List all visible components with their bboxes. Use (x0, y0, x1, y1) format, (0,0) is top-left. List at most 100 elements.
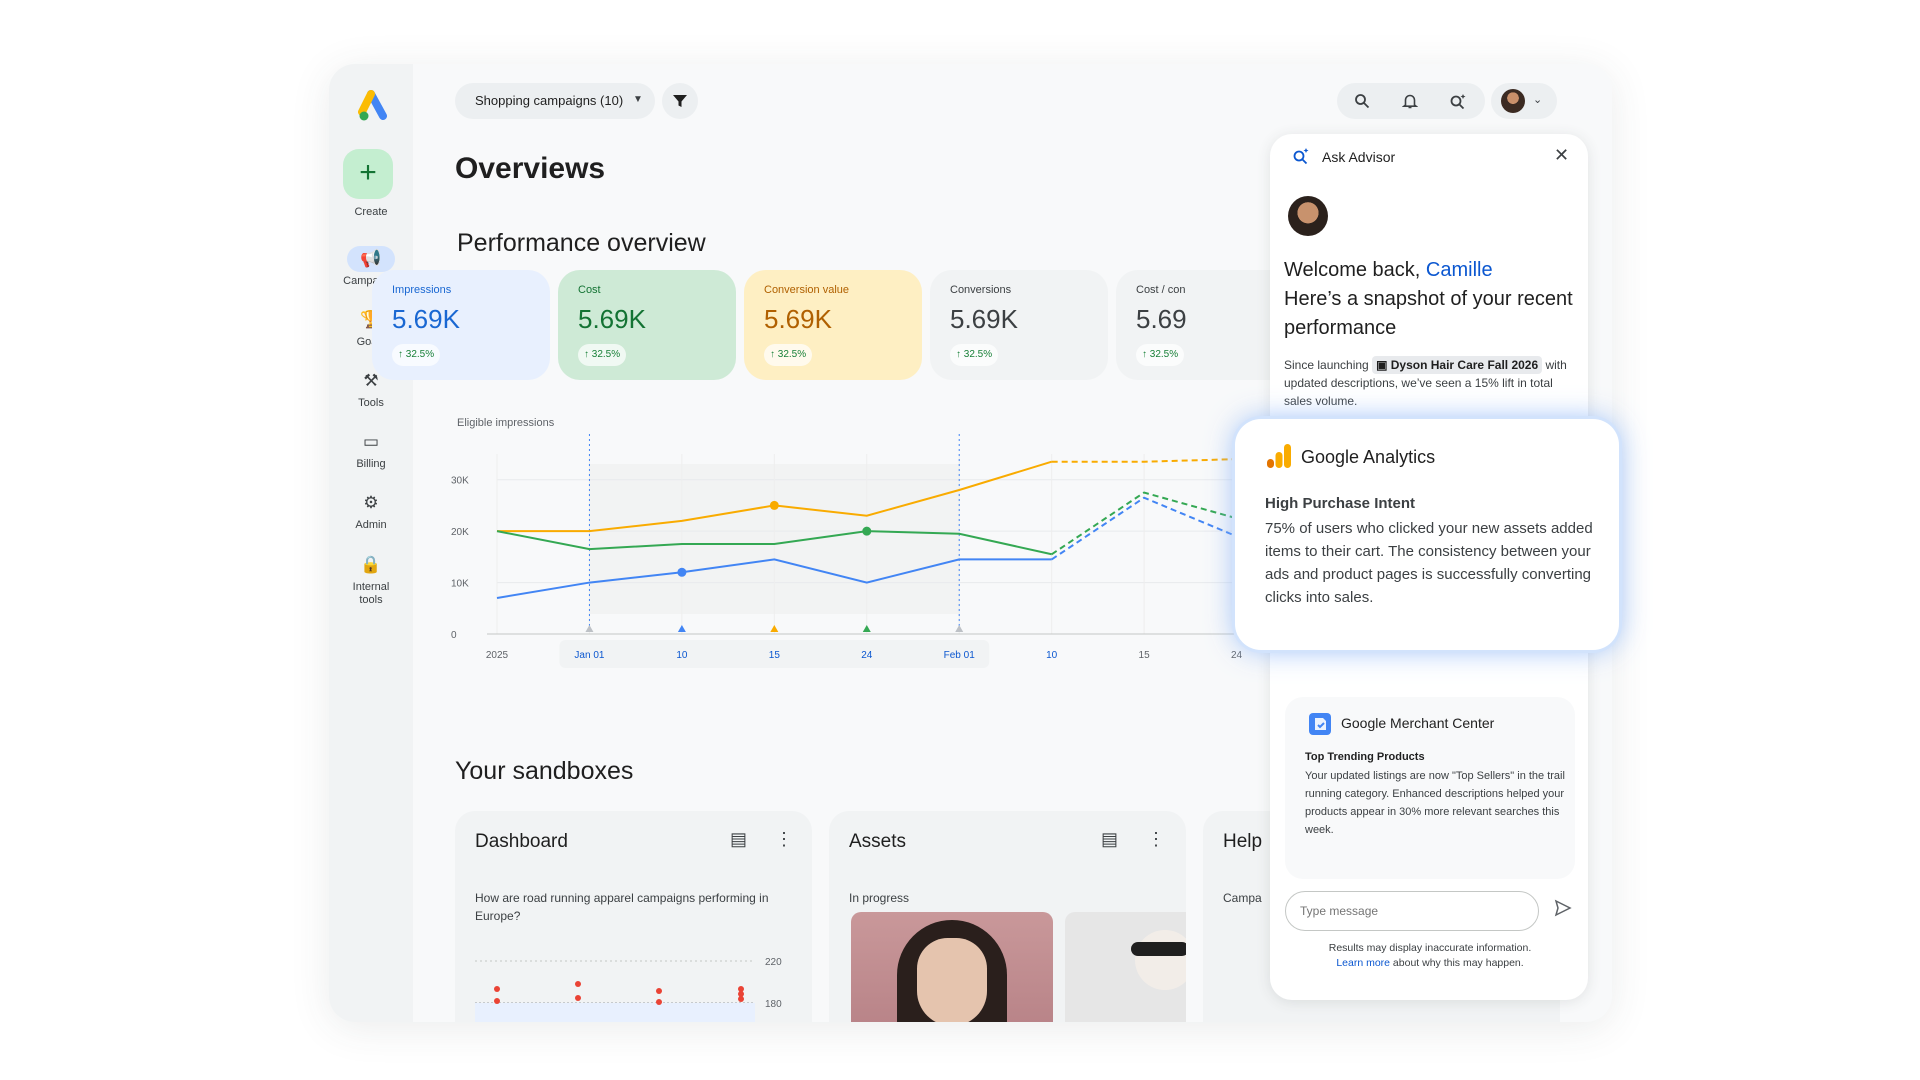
kpi-card-conversion-value[interactable]: Conversion value 5.69K ↑ 32.5% (744, 270, 922, 380)
sandboxes-title: Your sandboxes (455, 757, 634, 785)
sparkle-search-icon (1292, 147, 1310, 170)
page-title: Overviews (455, 152, 606, 185)
kpi-label: Impressions (392, 284, 452, 296)
since-suffix: with updated descriptions, we’ve seen a … (1284, 358, 1567, 408)
rail-item-admin[interactable]: ⚙ Admin (329, 490, 413, 531)
mini-point (738, 991, 744, 997)
chart-event-marker (862, 625, 871, 632)
sandbox-title: Dashboard (475, 831, 568, 852)
send-icon[interactable] (1554, 899, 1572, 922)
navigation-rail: + Create 📢 Campaigns 🏆 Goals ⚒ Tools ▭ B… (329, 64, 413, 1022)
chart-event-marker (955, 625, 964, 632)
asset-image-portrait[interactable] (851, 912, 1053, 1022)
tools-icon: ⚒ (363, 371, 379, 390)
chart-series-line-forecast (1051, 496, 1330, 561)
kpi-card-cost[interactable]: Cost 5.69K ↑ 32.5% (558, 270, 736, 380)
sandbox-card-assets[interactable]: Assets ▤ ⋮ In progress (829, 811, 1186, 1022)
sandbox-title: Help (1223, 831, 1263, 852)
chart-x-tick-label: 15 (769, 650, 781, 661)
close-icon[interactable]: ✕ (1554, 145, 1570, 165)
megaphone-icon: 📢 (347, 246, 395, 272)
advisor-title: Ask Advisor (1322, 149, 1396, 165)
chart-x-tick-label: 10 (1046, 650, 1058, 661)
rail-item-label: Billing (356, 458, 386, 470)
chart-series-line (496, 558, 1052, 599)
google-analytics-logo (1267, 444, 1291, 468)
sandbox-subtitle: How are road running apparel campaigns p… (475, 891, 769, 923)
rail-item-tools[interactable]: ⚒ Tools (329, 368, 413, 409)
disclaimer-text: Results may display inaccurate informati… (1285, 941, 1575, 971)
chart-data-point (862, 526, 872, 536)
merchant-center-heading: Top Trending Products (1305, 751, 1425, 763)
kpi-value: 5.69K (950, 304, 1018, 334)
kpi-value: 5.69K (392, 304, 460, 334)
mini-point (494, 986, 500, 992)
user-name: Camille (1425, 259, 1493, 281)
asset-image-sunglasses[interactable] (1065, 912, 1186, 1022)
campaign-filter-dropdown[interactable]: Shopping campaigns (10) ▼ (455, 83, 655, 119)
merchant-center-name: Google Merchant Center (1341, 715, 1495, 731)
create-button[interactable]: + (343, 149, 393, 199)
kpi-value: 5.69K (764, 304, 832, 334)
kpi-card-cost-per-conversion[interactable]: Cost / con 5.69 ↑ 32.5% (1116, 270, 1294, 380)
kpi-change-badge: ↑ 32.5% (764, 344, 813, 366)
bell-icon[interactable] (1387, 83, 1433, 119)
gear-icon: ⚙ (363, 493, 379, 512)
chart-x-tick-label: 10 (676, 650, 688, 661)
chart-data-point (769, 500, 779, 510)
chart-series-line (496, 530, 1052, 556)
chart-y-tick-label: 20K (451, 527, 469, 538)
rail-item-label: Admin (355, 519, 387, 531)
mini-point (494, 998, 500, 1004)
rail-item-internal-tools[interactable]: 🔒 Internal tools (329, 552, 413, 607)
top-actions-group (1337, 83, 1485, 119)
kpi-card-impressions[interactable]: Impressions 5.69K ↑ 32.5% (372, 270, 550, 380)
mini-point (738, 996, 744, 1002)
campaign-chip[interactable]: ▣ Dyson Hair Care Fall 2026 (1372, 356, 1543, 374)
add-note-icon[interactable]: ▤ (730, 829, 748, 849)
kpi-label: Conversions (950, 284, 1012, 296)
more-vert-icon[interactable]: ⋮ (1147, 829, 1165, 849)
kpi-label: Cost (578, 284, 601, 296)
sandbox-card-dashboard[interactable]: Dashboard ▤ ⋮ How are road running appar… (455, 811, 812, 1022)
chart-y-tick-label: 10K (451, 579, 469, 590)
chart-x-range-box (559, 640, 990, 668)
rail-item-billing[interactable]: ▭ Billing (329, 429, 413, 470)
sandbox-title: Assets (849, 831, 907, 852)
welcome-message: Welcome back, Camille Here’s a snapshot … (1284, 256, 1584, 343)
chart-y-tick-label: 0 (451, 630, 457, 641)
google-ads-logo[interactable] (357, 90, 393, 124)
kpi-card-conversions[interactable]: Conversions 5.69K ↑ 32.5% (930, 270, 1108, 380)
chart-x-tick-label: Feb 01 (944, 650, 976, 661)
merchant-center-card[interactable]: Google Merchant Center Top Trending Prod… (1285, 697, 1575, 879)
ai-search-icon[interactable] (1435, 83, 1481, 119)
filter-icon (673, 95, 687, 107)
filter-button[interactable] (662, 83, 698, 119)
message-input[interactable] (1285, 891, 1539, 931)
chart-x-tick-label: 2025 (486, 650, 509, 661)
kpi-change-badge: ↑ 32.5% (950, 344, 999, 366)
advisor-avatar (1288, 196, 1328, 236)
avatar (1501, 89, 1525, 113)
mini-point (656, 988, 662, 994)
mini-point (656, 999, 662, 1005)
sandbox-subtitle: Campa (1223, 891, 1262, 905)
google-analytics-card[interactable]: Google Analytics High Purchase Intent 75… (1235, 419, 1619, 650)
rail-item-label: Internal tools (352, 581, 390, 606)
credit-card-icon: ▭ (362, 432, 380, 451)
chart-event-marker (585, 625, 594, 632)
learn-more-link[interactable]: Learn more (1336, 957, 1391, 969)
sandbox-subtitle: In progress (849, 891, 910, 905)
add-note-icon[interactable]: ▤ (1101, 829, 1119, 849)
more-vert-icon[interactable]: ⋮ (775, 829, 793, 849)
google-analytics-heading: High Purchase Intent (1265, 495, 1416, 512)
lock-icon: 🔒 (360, 555, 382, 574)
account-menu[interactable]: ⌄ (1491, 83, 1557, 119)
mini-point (575, 995, 581, 1001)
merchant-center-body: Your updated listings are now "Top Selle… (1305, 770, 1565, 836)
chart-x-tick-label: Jan 01 (574, 650, 604, 661)
search-icon[interactable] (1339, 83, 1385, 119)
welcome-prefix: Welcome back, (1284, 259, 1426, 281)
chart-x-tick-label: 15 (1139, 650, 1151, 661)
